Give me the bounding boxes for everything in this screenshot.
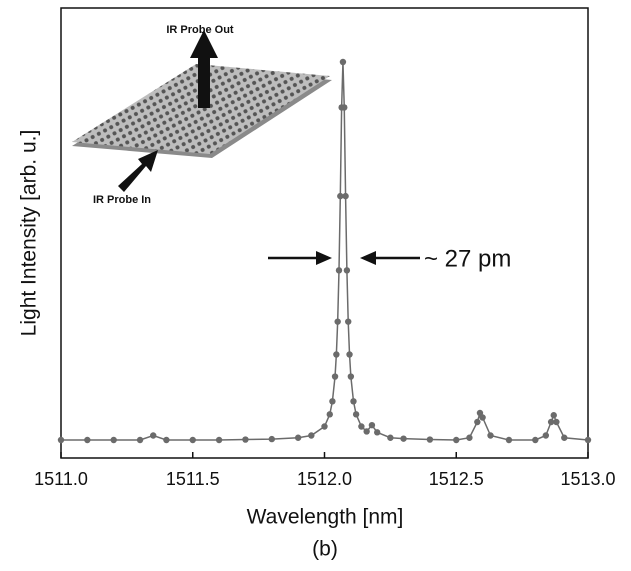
x-tick-label: 1511.0	[34, 469, 88, 489]
data-point	[321, 423, 328, 430]
data-point	[110, 436, 117, 444]
fwhm-arrows: ~ 27 pm	[268, 245, 511, 272]
arrow-head	[360, 251, 376, 265]
data-point	[532, 436, 539, 444]
data-point	[343, 267, 351, 274]
data-point	[268, 435, 275, 443]
data-point	[150, 432, 157, 439]
x-axis-label: Wavelength [nm]	[247, 506, 404, 529]
data-point	[547, 418, 555, 426]
data-point	[553, 418, 560, 426]
inset: IR Probe Out IR Probe In	[72, 24, 332, 206]
data-point	[347, 373, 355, 380]
data-point	[331, 373, 339, 380]
data-point	[294, 434, 302, 441]
data-point	[561, 434, 568, 441]
data-point	[453, 436, 460, 444]
data-point	[333, 351, 340, 358]
x-tick-label: 1513.0	[560, 469, 615, 489]
data-point	[308, 432, 315, 439]
data-point	[342, 192, 349, 200]
data-point	[346, 351, 353, 358]
caption: (b)	[312, 538, 338, 561]
plot-frame	[60, 7, 589, 459]
data-point	[189, 436, 196, 444]
annotation: ~ 27 pm	[424, 245, 511, 272]
data-point	[466, 434, 473, 441]
data-point	[337, 192, 344, 200]
arrow-in	[118, 150, 158, 192]
data-point	[387, 434, 394, 441]
data-point	[584, 436, 592, 444]
data-point	[242, 436, 249, 443]
data-point	[84, 436, 91, 444]
data-point	[136, 436, 144, 444]
data-point	[334, 318, 341, 325]
data-point	[542, 432, 550, 439]
x-tick-label: 1511.5	[166, 469, 220, 489]
data-point	[352, 411, 360, 418]
data-point	[474, 418, 481, 426]
data-point	[329, 398, 336, 405]
data-point	[350, 398, 357, 405]
arrow-out	[190, 30, 218, 108]
data-point	[487, 432, 494, 439]
data-point	[550, 412, 557, 419]
x-tick-label: 1512.5	[429, 469, 484, 489]
data-point	[479, 414, 486, 421]
annotation: IR Probe Out	[166, 24, 234, 36]
data-point	[505, 436, 513, 444]
data-point	[339, 58, 347, 66]
data-point	[345, 318, 352, 325]
data-point	[57, 436, 65, 444]
data-point	[326, 411, 333, 418]
data-point	[368, 421, 376, 429]
data-point	[426, 436, 434, 443]
data-point	[335, 267, 343, 274]
data-point	[363, 428, 370, 435]
data-point	[374, 429, 381, 436]
data-point	[163, 436, 170, 444]
data-point	[341, 104, 348, 111]
slab	[72, 64, 330, 154]
x-tick-label: 1512.0	[297, 469, 352, 489]
data-point	[358, 423, 365, 430]
data-point	[215, 436, 223, 444]
data-point	[400, 435, 407, 442]
y-axis-label: Light Intensity [arb. u.]	[18, 130, 41, 337]
annotation: IR Probe In	[93, 194, 151, 206]
arrow-head	[316, 251, 332, 265]
